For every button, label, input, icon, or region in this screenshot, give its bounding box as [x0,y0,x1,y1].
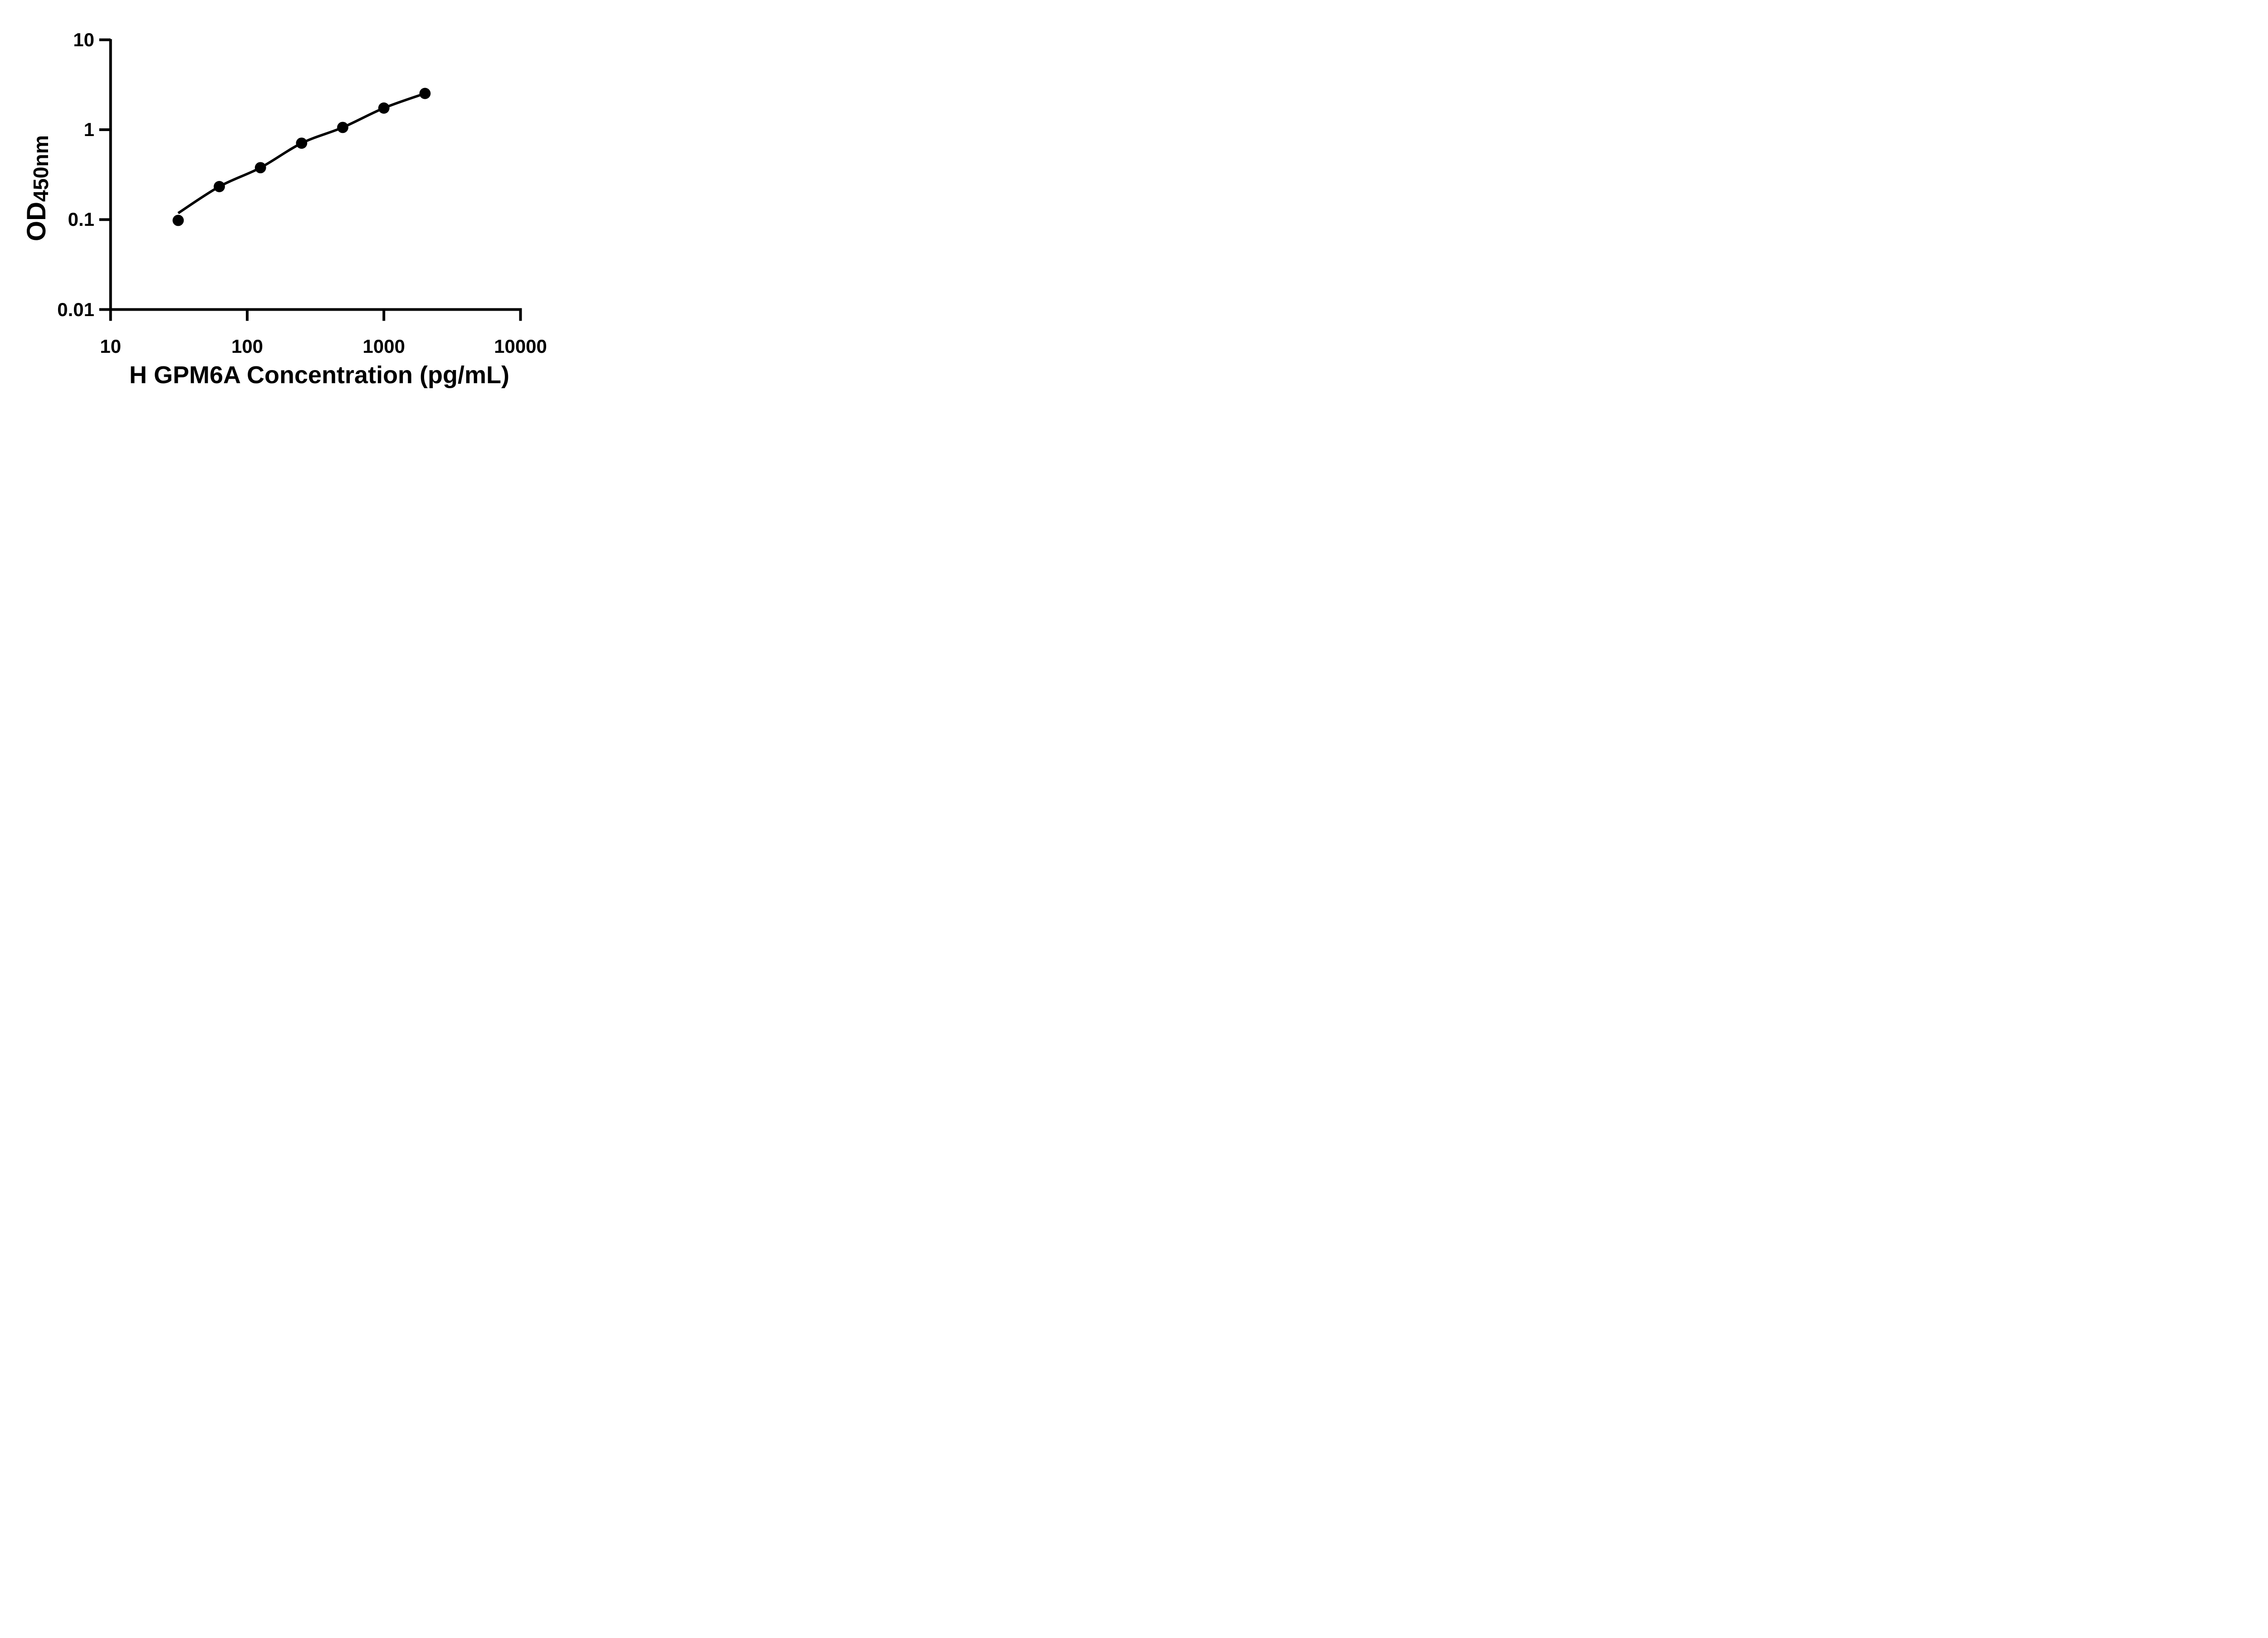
x-tick-label: 100 [231,336,264,357]
x-tick-label: 10000 [494,336,547,357]
data-point-marker [419,88,431,99]
data-point-marker [337,122,348,133]
data-point-marker [296,137,308,149]
y-axis-title: OD450nm [21,135,53,241]
axis-lines [109,39,522,311]
data-point-marker [214,181,225,192]
x-axis-title: H GPM6A Concentration (pg/mL) [129,361,509,389]
data-point-marker [378,102,390,114]
y-tick-label: 10 [73,29,94,50]
y-tick-label: 0.1 [68,209,94,230]
y-tick-label: 1 [83,119,94,140]
y-tick-label: 0.01 [57,298,94,320]
chart-figure: 10 1 0.1 0.01 10 100 1000 10000 OD450nm H GPM6… [0,0,582,410]
y-axis-title-main: OD [21,202,51,241]
x-tick-label: 10 [100,336,122,357]
plot-canvas [99,38,522,321]
x-tick-label: 1000 [362,336,405,357]
data-point-marker [254,162,266,174]
data-point-marker [172,214,184,226]
y-axis-title-subscript: 450nm [29,135,53,202]
